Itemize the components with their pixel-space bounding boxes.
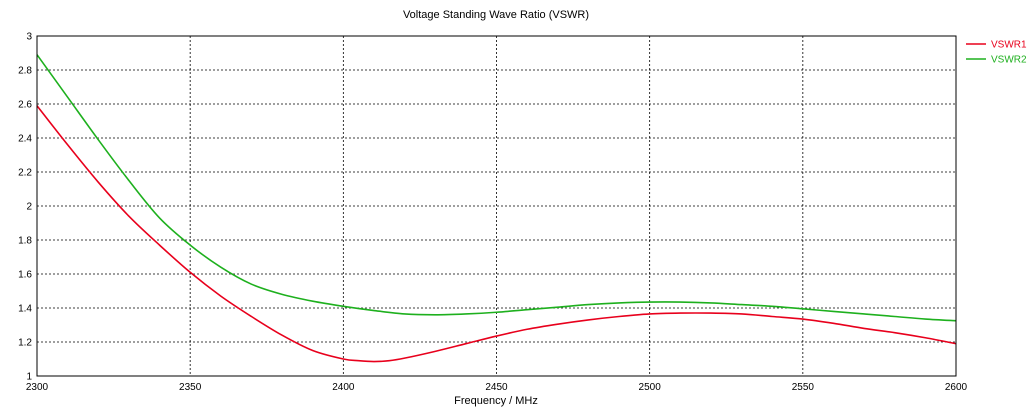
x-tick-label: 2600 xyxy=(945,382,968,393)
y-tick-label: 2.2 xyxy=(18,168,32,179)
y-tick-label: 2 xyxy=(26,202,32,213)
y-tick-label: 2.8 xyxy=(18,66,32,77)
x-tick-label: 2400 xyxy=(332,382,355,393)
chart-title: Voltage Standing Wave Ratio (VSWR) xyxy=(403,9,589,21)
x-tick-label: 2450 xyxy=(485,382,508,393)
x-tick-label: 2350 xyxy=(179,382,202,393)
y-tick-label: 1 xyxy=(26,372,32,383)
plot-frame xyxy=(36,35,957,377)
legend-label-vswr2: VSWR2 xyxy=(991,55,1027,66)
x-tick-label: 2300 xyxy=(26,382,49,393)
y-tick-label: 2.6 xyxy=(18,100,32,111)
y-tick-label: 1.4 xyxy=(18,304,32,315)
y-tick-label: 2.4 xyxy=(18,134,32,145)
y-tick-label: 3 xyxy=(26,32,32,43)
y-tick-label: 1.2 xyxy=(18,338,32,349)
y-tick-label: 1.6 xyxy=(18,270,32,281)
x-axis-label: Frequency / MHz xyxy=(454,395,538,407)
x-tick-labels: 2300 2350 2400 2450 2500 2550 2600 xyxy=(26,382,968,393)
legend-label-vswr1: VSWR1 xyxy=(991,40,1027,51)
x-tick-label: 2500 xyxy=(639,382,662,393)
x-tick-label: 2550 xyxy=(792,382,815,393)
y-tick-labels: 1 1.2 1.4 1.6 1.8 2 2.2 2.4 2.6 2.8 3 xyxy=(18,32,32,383)
series-line-vswr1 xyxy=(36,105,957,363)
series-line-vswr2 xyxy=(36,54,957,322)
legend: VSWR1 VSWR2 xyxy=(966,40,1027,66)
grid-lines xyxy=(37,36,956,376)
y-tick-label: 1.8 xyxy=(18,236,32,247)
series-layer xyxy=(36,54,957,363)
